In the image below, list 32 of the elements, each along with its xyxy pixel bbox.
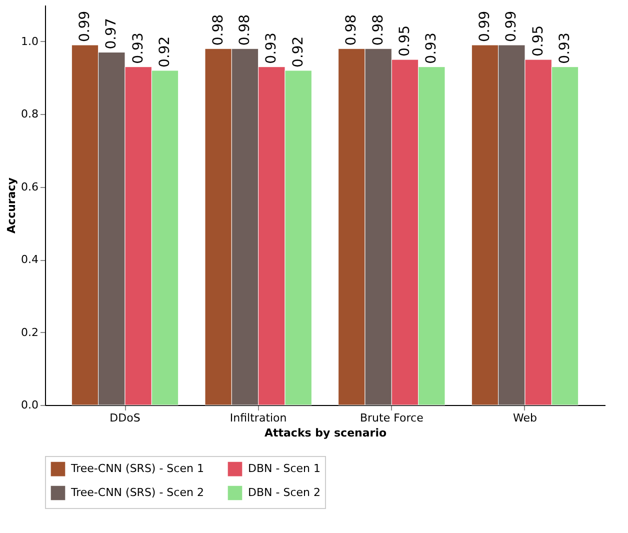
y-tick-label: 0.2: [21, 326, 38, 339]
data-label: 0.98: [344, 14, 360, 46]
data-label: 0.92: [157, 36, 173, 68]
legend-label: DBN - Scen 1: [248, 462, 320, 476]
data-label: 0.93: [557, 32, 573, 64]
y-tick-label: 0.4: [21, 253, 38, 266]
y-tick-label: 0.0: [21, 398, 38, 412]
data-label: 0.99: [504, 10, 520, 42]
data-label: 0.93: [264, 32, 280, 64]
legend-label: Tree-CNN (SRS) - Scen 1: [70, 462, 204, 476]
data-label: 0.98: [370, 14, 386, 46]
data-label: 0.99: [477, 10, 493, 42]
data-label: 0.95: [397, 25, 413, 57]
x-tick-label: DDoS: [110, 412, 140, 424]
legend-label: DBN - Scen 2: [248, 486, 320, 499]
y-tick-label: 1.0: [21, 34, 38, 48]
legend-label: Tree-CNN (SRS) - Scen 2: [70, 486, 204, 499]
data-label: 0.93: [424, 32, 440, 64]
data-label: 0.98: [237, 14, 253, 46]
data-label: 0.98: [210, 14, 226, 46]
x-tick-label: Brute Force: [360, 412, 424, 424]
data-label: 0.92: [290, 36, 306, 68]
y-axis-title: Accuracy: [5, 178, 18, 234]
data-label: 0.93: [130, 32, 146, 64]
data-label: 0.97: [104, 18, 120, 50]
y-tick-label: 0.8: [21, 108, 38, 121]
data-label: 0.99: [77, 10, 93, 42]
x-tick-label: Web: [513, 412, 538, 424]
x-tick-label: Infiltration: [230, 412, 287, 424]
y-tick-label: 0.6: [21, 180, 38, 194]
data-label: 0.95: [530, 25, 546, 57]
x-axis-title: Attacks by scenario: [264, 426, 387, 440]
